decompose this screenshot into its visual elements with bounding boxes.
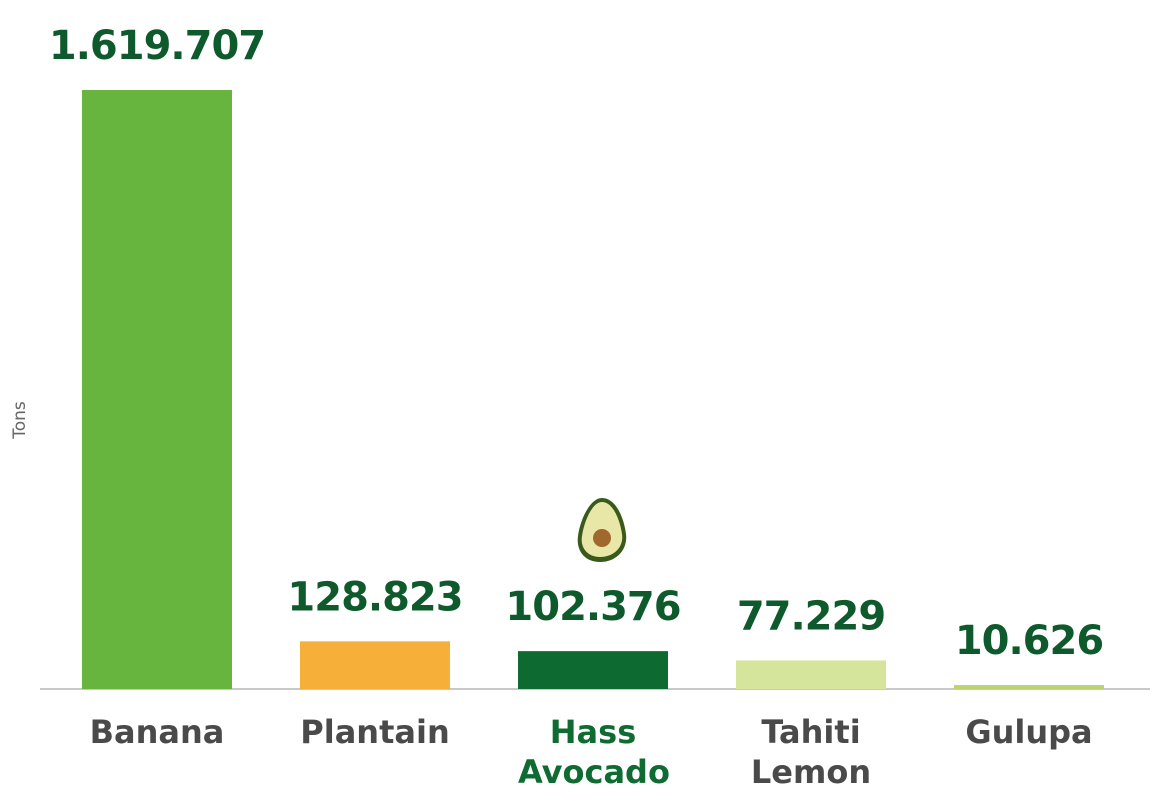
value-label: 1.619.707	[49, 23, 265, 69]
value-label: 128.823	[287, 574, 462, 620]
bar	[518, 651, 668, 689]
bar	[736, 660, 886, 689]
value-label: 102.376	[505, 584, 680, 630]
category-label: Plantain	[280, 712, 470, 752]
bar	[300, 641, 450, 689]
category-label: Gulupa	[934, 712, 1124, 752]
bar	[82, 90, 232, 689]
page: Tons 1.619.707 128.823 102.376 77.229 10.626…	[0, 0, 1153, 812]
avocado-icon	[578, 498, 627, 562]
category-label: Hass Avocado	[518, 712, 668, 792]
bar	[954, 685, 1104, 689]
y-axis-label: Tons	[10, 401, 30, 440]
category-label: Tahiti Lemon	[716, 712, 906, 792]
chart: Tons 1.619.707 128.823 102.376 77.229 10.626	[0, 0, 1153, 812]
value-label: 10.626	[955, 618, 1103, 664]
category-label: Banana	[62, 712, 252, 752]
value-label: 77.229	[737, 593, 885, 639]
